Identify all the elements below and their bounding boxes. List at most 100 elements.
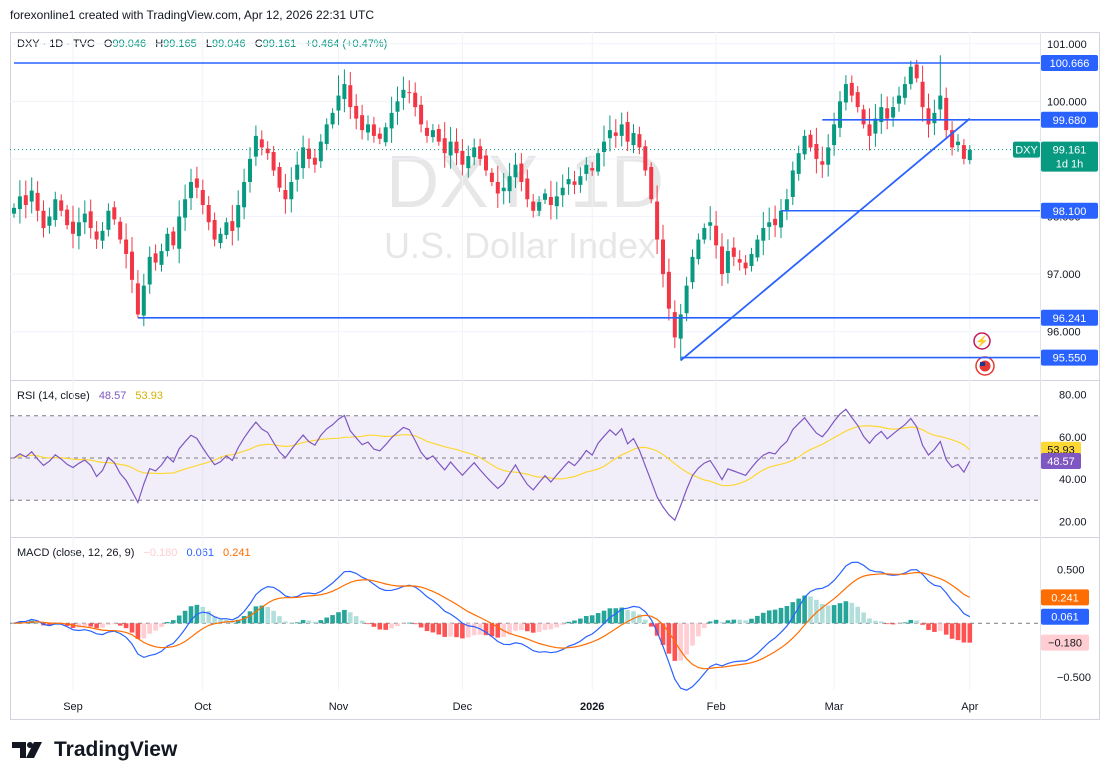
candle[interactable] [584,157,589,181]
candle[interactable] [578,167,583,193]
candle[interactable] [82,200,87,235]
candle[interactable] [637,126,642,155]
rsi-line[interactable] [13,408,971,522]
candle[interactable] [885,96,890,130]
candle[interactable] [489,168,494,187]
candle[interactable] [236,190,241,241]
signal-line[interactable] [13,571,971,670]
candle[interactable] [950,121,955,156]
candle[interactable] [920,65,925,122]
candle[interactable] [130,236,134,294]
candle[interactable] [926,93,931,138]
candle[interactable] [112,201,117,225]
candle[interactable] [442,122,447,168]
candle[interactable] [495,165,500,208]
candle[interactable] [165,227,170,257]
candle[interactable] [602,125,606,167]
candle[interactable] [153,244,158,271]
candle[interactable] [401,76,406,110]
candle[interactable] [147,246,152,294]
candle[interactable] [696,233,701,265]
candle[interactable] [731,237,736,267]
candle[interactable] [277,162,282,192]
candle[interactable] [484,149,488,176]
candle[interactable] [572,171,577,195]
candle[interactable] [944,87,949,140]
candle[interactable] [295,151,300,192]
candle[interactable] [389,96,394,143]
candle[interactable] [265,141,270,160]
event-markers[interactable]: ⚡ [973,332,995,376]
candle[interactable] [94,221,99,249]
candle[interactable] [554,181,559,220]
candle[interactable] [543,188,547,204]
candle[interactable] [478,138,483,166]
candle[interactable] [301,135,306,179]
candle[interactable] [749,247,754,272]
candle[interactable] [354,94,359,130]
candle[interactable] [17,180,22,224]
candle[interactable] [790,161,795,205]
candle[interactable] [430,124,435,143]
candle[interactable] [224,217,229,240]
candle[interactable] [360,104,365,140]
candle[interactable] [684,276,689,322]
candle[interactable] [761,211,766,256]
candle[interactable] [649,162,654,204]
candle[interactable] [212,212,217,247]
candle[interactable] [519,153,524,192]
candle[interactable] [183,184,188,231]
candle[interactable] [12,203,16,218]
candle[interactable] [59,194,64,217]
candle[interactable] [88,199,93,239]
candle[interactable] [348,71,353,120]
candle[interactable] [307,138,311,169]
candle[interactable] [767,207,772,241]
candle[interactable] [843,75,848,111]
candle[interactable] [29,177,34,214]
candle[interactable] [318,134,323,168]
candle[interactable] [531,194,536,218]
candle[interactable] [194,166,199,199]
candle[interactable] [513,152,518,188]
candle[interactable] [525,169,530,208]
candle[interactable] [135,270,140,318]
candle[interactable] [425,120,429,143]
candle[interactable] [466,145,471,178]
candle[interactable] [248,147,252,193]
candle[interactable] [737,250,742,271]
candle[interactable] [253,125,258,166]
candle[interactable] [855,86,860,113]
candle[interactable] [666,258,671,321]
candle[interactable] [71,205,75,249]
candle[interactable] [902,76,907,105]
candle[interactable] [808,130,813,152]
candle[interactable] [755,234,760,262]
candle[interactable] [932,99,937,136]
candle[interactable] [879,93,884,134]
macd-line[interactable] [13,561,971,691]
candle[interactable] [177,200,182,264]
candle[interactable] [336,75,341,126]
candle[interactable] [283,173,288,214]
candle[interactable] [76,207,81,250]
candle[interactable] [590,162,595,176]
candle[interactable] [218,227,223,249]
candle[interactable] [938,55,943,121]
candle[interactable] [118,217,123,244]
candle[interactable] [838,90,842,138]
candle[interactable] [690,249,695,289]
candle[interactable] [206,196,211,231]
candle[interactable] [661,224,665,288]
candle[interactable] [472,138,477,166]
candle[interactable] [171,226,176,250]
candle[interactable] [200,179,205,215]
candle[interactable] [702,223,707,244]
candle[interactable] [560,174,565,208]
candle[interactable] [124,223,129,269]
candle[interactable] [271,145,276,176]
candle[interactable] [566,167,571,195]
candle[interactable] [961,139,966,165]
candle[interactable] [773,205,778,238]
candle[interactable] [407,80,412,104]
